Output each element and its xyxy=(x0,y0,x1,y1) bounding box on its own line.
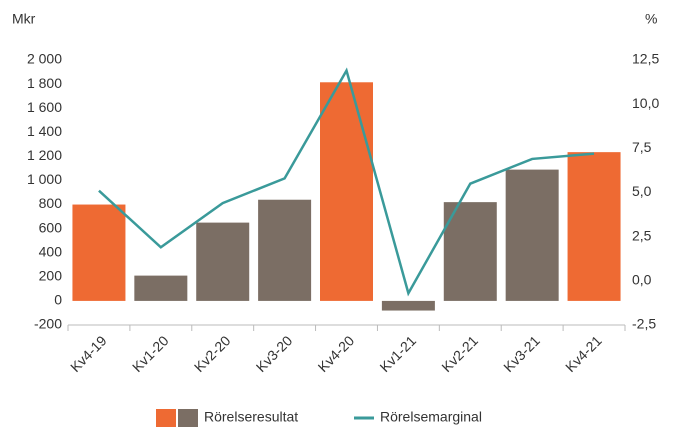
y2-tick-label: 5,0 xyxy=(632,183,652,199)
y2-tick-label: 2,5 xyxy=(632,227,652,243)
x-tick-label: Kv4-19 xyxy=(67,332,110,375)
legend-swatch xyxy=(178,409,198,427)
y-tick-label: 1 800 xyxy=(27,75,62,91)
bar xyxy=(320,82,373,301)
x-tick-label: Kv1-21 xyxy=(376,332,419,375)
y2-tick-label: -2,5 xyxy=(632,316,656,332)
y-tick-label: 1 200 xyxy=(27,147,62,163)
y-axis-label: Mkr xyxy=(12,11,36,27)
y-tick-label: 2 000 xyxy=(27,51,62,67)
y-tick-label: 400 xyxy=(39,243,63,259)
x-tick-label: Kv1-20 xyxy=(129,332,172,375)
legend-label: Rörelsemarginal xyxy=(380,409,482,425)
x-tick-label: Kv3-20 xyxy=(253,332,296,375)
y2-tick-label: 0,0 xyxy=(632,272,652,288)
bar xyxy=(134,275,188,301)
legend-swatch xyxy=(156,409,176,427)
x-tick-label: Kv2-21 xyxy=(438,332,481,375)
y2-tick-label: 10,0 xyxy=(632,95,659,111)
y2-tick-label: 12,5 xyxy=(632,51,659,67)
y-tick-label: 200 xyxy=(39,268,63,284)
y-tick-label: 1 000 xyxy=(27,171,62,187)
bar xyxy=(196,222,250,301)
y-tick-label: -200 xyxy=(34,316,62,332)
x-tick-label: Kv3-21 xyxy=(500,332,543,375)
y-tick-label: 0 xyxy=(54,292,62,308)
y-tick-label: 600 xyxy=(39,219,63,235)
bar xyxy=(505,169,559,301)
y-tick-label: 800 xyxy=(39,195,63,211)
x-tick-label: Kv2-20 xyxy=(191,332,234,375)
x-tick-label: Kv4-21 xyxy=(562,332,605,375)
y-tick-label: 1 400 xyxy=(27,123,62,139)
bar xyxy=(381,300,435,311)
y2-tick-label: 7,5 xyxy=(632,139,652,155)
bar xyxy=(567,152,621,301)
bar xyxy=(443,202,497,301)
y2-axis-label: % xyxy=(645,11,657,27)
legend-label: Rörelseresultat xyxy=(204,409,298,425)
bar xyxy=(258,199,312,301)
x-tick-label: Kv4-20 xyxy=(315,332,358,375)
bar xyxy=(72,204,126,301)
y-tick-label: 1 600 xyxy=(27,99,62,115)
line xyxy=(98,67,595,297)
